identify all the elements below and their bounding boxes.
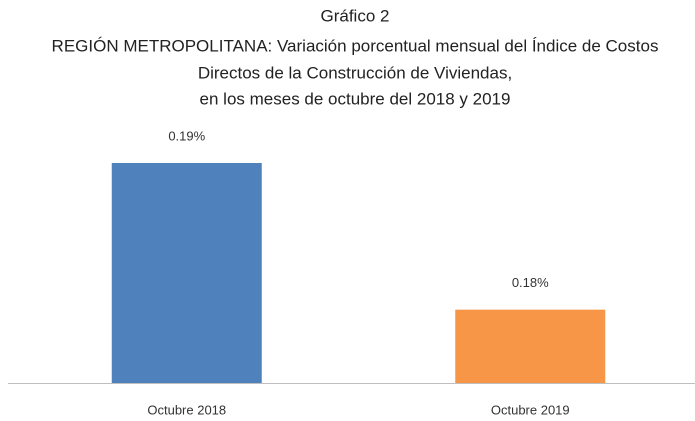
- bar: [455, 309, 606, 383]
- data-label: 0.18%: [512, 275, 549, 290]
- data-label: 0.19%: [168, 128, 205, 143]
- x-tick-label: Octubre 2018: [147, 402, 226, 417]
- chart-title: Directos de la Construcción de Viviendas…: [198, 63, 512, 82]
- chart-title: en los meses de octubre del 2018 y 2019: [200, 89, 511, 108]
- bar: [111, 163, 262, 383]
- x-tick-label: Octubre 2019: [491, 402, 570, 417]
- chart-title: Gráfico 2: [321, 6, 390, 25]
- chart-title: REGIÓN METROPOLITANA: Variación porcentu…: [52, 36, 659, 55]
